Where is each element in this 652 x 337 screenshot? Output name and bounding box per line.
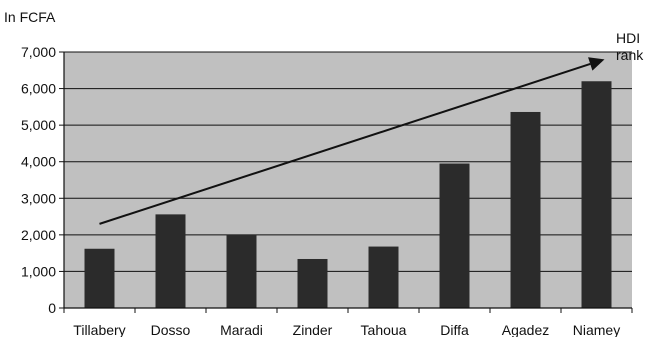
x-tick-label: Agadez — [502, 322, 549, 337]
y-tick-label: 2,000 — [21, 227, 56, 243]
y-tick-labels: 0 1,000 2,000 3,000 4,000 5,000 6,000 7,000 — [21, 44, 56, 316]
y-tick-label: 5,000 — [21, 117, 56, 133]
x-tick-label: Tahoua — [361, 322, 407, 337]
bar — [155, 214, 186, 308]
y-tick-label: 6,000 — [21, 81, 56, 97]
x-tick-labels: Tillabery Dosso Maradi Zinder Tahoua Diffa Aga… — [73, 322, 620, 337]
x-tick-label: Zinder — [293, 322, 333, 337]
bar — [510, 111, 541, 308]
y-axis-unit-label: In FCFA — [4, 9, 56, 25]
bar — [297, 258, 328, 308]
y-tick-label: 7,000 — [21, 44, 56, 60]
hdi-rank-arrow-line — [99, 63, 591, 225]
bar — [84, 248, 115, 308]
x-tick-label: Niamey — [573, 322, 620, 337]
x-tick-label: Maradi — [220, 322, 263, 337]
bar — [368, 246, 399, 308]
y-tick-label: 0 — [48, 300, 56, 316]
x-tick-label: Tillabery — [73, 322, 125, 337]
bar — [226, 234, 257, 308]
hdi-rank-label: rank — [616, 47, 644, 63]
axes — [59, 51, 633, 313]
bar — [581, 81, 612, 308]
plot-area — [64, 52, 632, 308]
bars — [84, 81, 612, 308]
hdi-rank-arrowhead — [588, 57, 605, 71]
y-tick-label: 4,000 — [21, 154, 56, 170]
y-tick-label: 1,000 — [21, 263, 56, 279]
bar — [439, 163, 470, 308]
y-tick-label: 3,000 — [21, 190, 56, 206]
hdi-rank-label: HDI — [616, 30, 640, 46]
x-tick-label: Dosso — [151, 322, 191, 337]
x-tick-label: Diffa — [440, 322, 469, 337]
